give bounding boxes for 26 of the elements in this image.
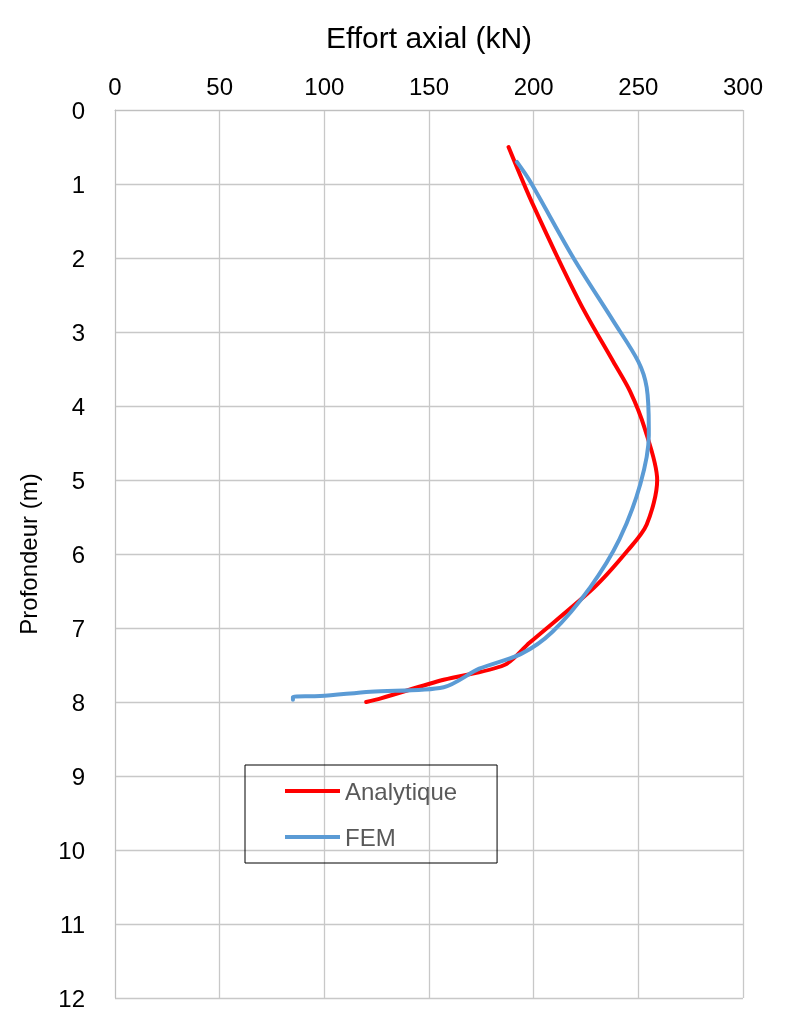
y-axis-title: Profondeur (m) (14, 473, 42, 635)
y-tick-label: 8 (71, 688, 85, 716)
y-tick-label: 0 (71, 96, 85, 124)
x-tick-label: 200 (513, 72, 554, 100)
y-tick-label: 1 (71, 170, 85, 198)
y-tick-label: 5 (71, 466, 85, 494)
line-series (290, 159, 651, 702)
x-tick-label: 150 (408, 72, 450, 100)
legend-label: Analytique (345, 777, 458, 805)
x-tick-label: 250 (618, 72, 659, 100)
legend-label: FEM (345, 823, 396, 851)
y-tick-label: 3 (71, 318, 85, 346)
y-tick-label: 12 (58, 984, 85, 1012)
y-tick-label: 6 (71, 540, 85, 568)
x-tick-label: 300 (722, 72, 764, 100)
y-tick-label: 9 (71, 762, 85, 790)
x-tick-label: 100 (304, 72, 345, 100)
x-tick-label: 50 (206, 72, 234, 100)
y-tick-label: 4 (71, 392, 85, 420)
x-axis-title: Effort axial (kN) (325, 20, 533, 54)
y-tick-label: 2 (71, 244, 85, 272)
y-tick-label: 7 (71, 614, 85, 642)
y-tick-label: 10 (58, 836, 85, 864)
y-tick-label: 11 (60, 910, 85, 938)
x-tick-label: 0 (108, 72, 122, 100)
line-series (364, 145, 660, 704)
